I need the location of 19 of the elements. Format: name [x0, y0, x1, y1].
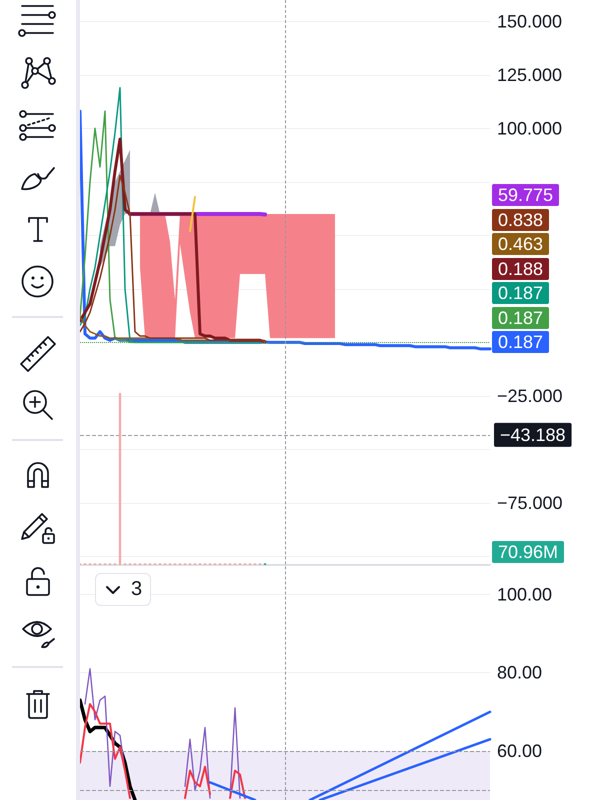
y-tick-label: 60.00 — [497, 741, 542, 762]
text: 0.188 — [492, 258, 550, 280]
text: 0.463 — [492, 233, 550, 256]
y-tick-label: 80.00 — [497, 662, 542, 683]
ref-line-label: −43.188 — [500, 424, 566, 445]
text: 0.838 — [492, 208, 550, 231]
y-tick-label: −75.000 — [497, 492, 563, 513]
y-tick-label: 150.000 — [497, 11, 562, 32]
text: 70.96M — [492, 541, 564, 563]
collapse-button: 3 — [95, 573, 152, 606]
y-tick-label: 125.000 — [497, 64, 562, 85]
annotation: 3 — [131, 578, 142, 601]
y-tick-label: 100.000 — [497, 118, 562, 138]
text: 0.187 — [492, 331, 550, 354]
y-tick-label: −25.000 — [497, 386, 563, 406]
text: 0.187 — [492, 306, 550, 329]
text: 0.187 — [492, 282, 550, 304]
y-tick-label: 100.00 — [497, 584, 552, 604]
text: 59.775 — [492, 184, 560, 206]
